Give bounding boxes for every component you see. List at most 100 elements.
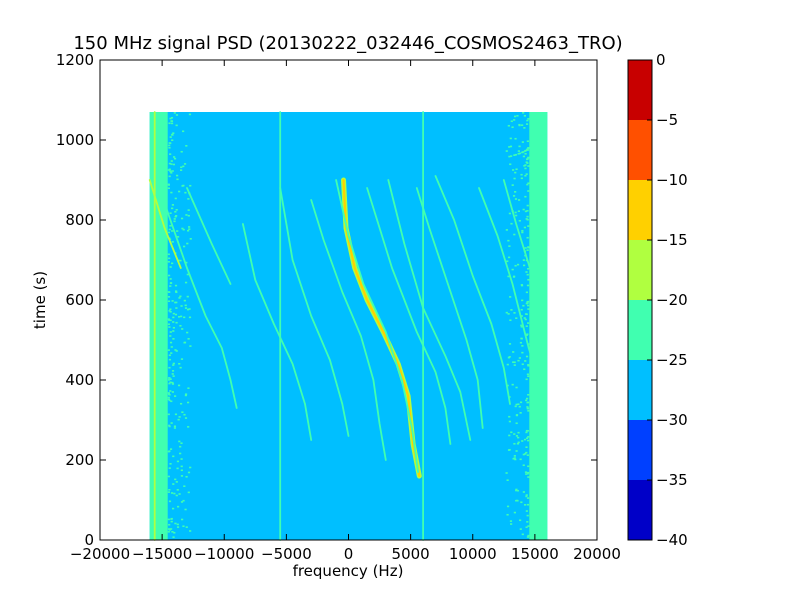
noise-pixel xyxy=(526,503,530,506)
colorbar-segment xyxy=(628,360,652,420)
noise-pixel xyxy=(176,467,179,470)
noise-pixel xyxy=(520,325,523,328)
noise-pixel xyxy=(526,302,529,305)
noise-pixel xyxy=(169,448,173,450)
noise-pixel xyxy=(169,136,172,138)
noise-pixel xyxy=(510,155,513,157)
noise-pixel xyxy=(167,518,170,521)
y-axis-label: time (s) xyxy=(31,271,49,329)
noise-pixel xyxy=(180,166,183,169)
noise-pixel xyxy=(179,452,182,455)
noise-pixel xyxy=(523,165,526,167)
noise-pixel xyxy=(183,485,186,488)
noise-pixel xyxy=(175,350,178,352)
noise-pixel xyxy=(186,331,189,334)
noise-pixel xyxy=(185,526,188,528)
noise-pixel xyxy=(521,124,524,126)
noise-pixel xyxy=(508,356,511,358)
noise-pixel xyxy=(167,491,170,493)
x-tick-label: −10000 xyxy=(194,545,254,563)
noise-pixel xyxy=(521,141,524,143)
noise-pixel xyxy=(520,337,523,340)
noise-pixel xyxy=(514,405,517,408)
noise-pixel xyxy=(172,132,175,134)
noise-pixel xyxy=(508,415,511,418)
noise-pixel xyxy=(171,241,174,243)
noise-pixel xyxy=(167,528,171,530)
noise-pixel xyxy=(523,317,526,319)
noise-pixel xyxy=(518,145,521,148)
heatmap-edge-left xyxy=(149,112,168,540)
noise-pixel xyxy=(174,478,177,481)
noise-pixel xyxy=(170,528,173,530)
noise-pixel xyxy=(516,442,520,445)
noise-pixel xyxy=(170,160,173,162)
colorbar-segment xyxy=(628,420,652,480)
noise-pixel xyxy=(525,271,528,273)
noise-pixel xyxy=(175,481,178,483)
noise-pixel xyxy=(168,500,172,503)
noise-pixel xyxy=(172,362,175,365)
noise-pixel xyxy=(188,308,191,310)
noise-pixel xyxy=(513,457,516,459)
noise-pixel xyxy=(527,436,530,438)
noise-pixel xyxy=(527,182,530,185)
noise-pixel xyxy=(513,115,517,118)
noise-pixel xyxy=(525,334,528,336)
noise-pixel xyxy=(521,299,524,302)
noise-pixel xyxy=(517,403,520,406)
noise-pixel xyxy=(172,156,176,158)
noise-pixel xyxy=(168,424,171,427)
noise-pixel xyxy=(525,399,528,402)
noise-pixel xyxy=(509,319,512,322)
colorbar-segment xyxy=(628,180,652,240)
noise-pixel xyxy=(169,142,172,145)
noise-pixel xyxy=(527,375,530,378)
noise-pixel xyxy=(188,226,191,228)
noise-pixel xyxy=(524,247,527,249)
noise-pixel xyxy=(175,321,178,324)
noise-pixel xyxy=(506,363,509,366)
noise-pixel xyxy=(508,245,511,247)
y-tick-label: 600 xyxy=(65,291,94,309)
noise-pixel xyxy=(512,169,515,171)
noise-pixel xyxy=(509,520,513,522)
noise-pixel xyxy=(168,146,171,149)
noise-pixel xyxy=(171,170,174,172)
noise-pixel xyxy=(515,386,518,389)
noise-pixel xyxy=(516,115,519,117)
noise-pixel xyxy=(526,162,529,164)
noise-pixel xyxy=(167,323,171,326)
noise-pixel xyxy=(526,273,529,276)
noise-pixel xyxy=(525,291,529,294)
noise-pixel xyxy=(182,165,185,168)
noise-pixel xyxy=(519,519,522,522)
colorbar-segment xyxy=(628,60,652,120)
noise-pixel xyxy=(176,460,180,463)
noise-pixel xyxy=(512,361,515,363)
noise-pixel xyxy=(167,260,170,263)
noise-pixel xyxy=(511,268,514,271)
noise-pixel xyxy=(168,382,171,385)
noise-pixel xyxy=(519,528,522,530)
noise-pixel xyxy=(513,442,516,445)
noise-pixel xyxy=(176,505,180,508)
noise-pixel xyxy=(180,458,183,460)
noise-pixel xyxy=(185,145,188,147)
noise-pixel xyxy=(171,139,174,142)
noise-pixel xyxy=(185,475,188,478)
noise-pixel xyxy=(169,310,172,313)
noise-pixel xyxy=(187,209,190,211)
noise-pixel xyxy=(184,191,187,194)
noise-pixel xyxy=(527,165,530,167)
noise-pixel xyxy=(168,257,171,260)
noise-pixel xyxy=(526,210,529,212)
noise-pixel xyxy=(522,304,525,307)
noise-pixel xyxy=(180,150,183,153)
noise-pixel xyxy=(171,383,175,385)
noise-pixel xyxy=(169,282,172,284)
noise-pixel xyxy=(508,434,511,437)
noise-pixel xyxy=(526,218,529,221)
noise-pixel xyxy=(526,407,530,410)
